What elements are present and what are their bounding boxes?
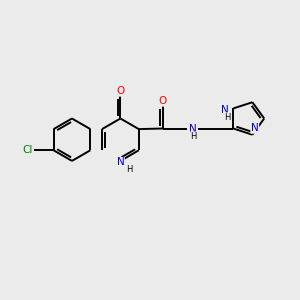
- Text: H: H: [224, 113, 230, 122]
- Text: N: N: [116, 158, 124, 167]
- Text: O: O: [159, 96, 167, 106]
- Text: N: N: [221, 105, 229, 115]
- Text: N: N: [251, 123, 259, 133]
- Text: H: H: [190, 132, 196, 141]
- Text: Cl: Cl: [22, 145, 32, 155]
- Text: H: H: [126, 165, 132, 174]
- Text: N: N: [189, 124, 197, 134]
- Text: O: O: [116, 86, 124, 96]
